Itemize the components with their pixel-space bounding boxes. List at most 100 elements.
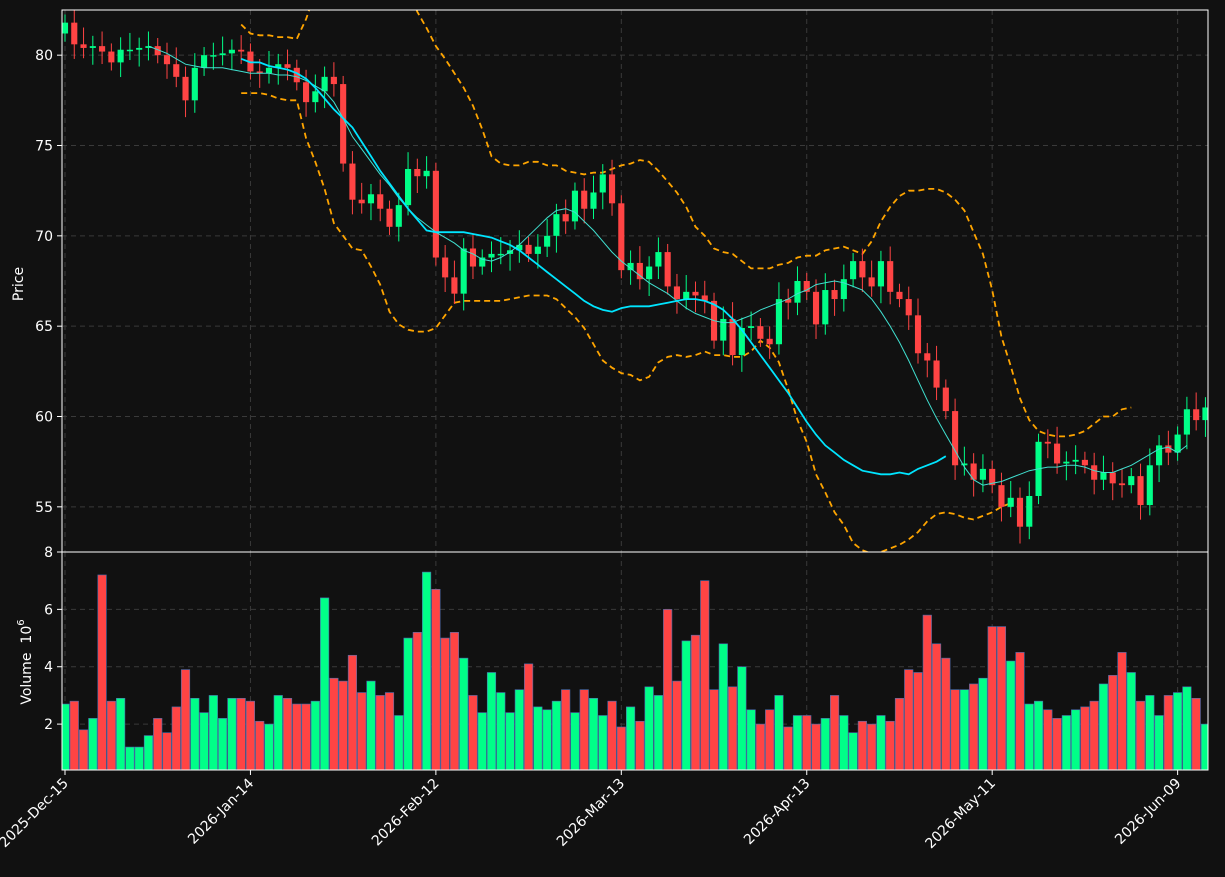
candle-body [646,266,653,280]
candle-body [924,353,931,361]
candle-body [599,174,606,193]
candle-body [312,91,319,103]
volume-bar [588,697,599,770]
volume-bar [449,632,459,770]
volume-bar [199,712,209,770]
volume-bar [468,695,478,770]
candle-body [534,246,541,254]
volume-bar [857,720,867,770]
volume-bar [969,683,979,770]
volume-bar [180,669,191,770]
volume-panel-frame [61,551,1209,771]
candle-body [275,64,282,68]
candle-body [608,174,616,204]
volume-bar [1173,692,1183,770]
candle-body [581,190,588,209]
volume-bar [264,723,274,770]
candle-body [182,76,189,101]
volume-bar [542,709,552,770]
candle-body [896,291,903,300]
volume-bar [245,700,256,770]
volume-bar [1043,709,1053,770]
candle-body [952,411,959,466]
candle-body [219,53,226,56]
candle-body [479,257,486,267]
volume-bar [338,680,348,770]
candle-body [673,286,681,300]
candle-body [812,291,820,325]
candle-body [367,194,375,204]
candle-body [1174,434,1181,453]
price-tick-label: 55 [35,500,53,516]
volume-bar [190,697,200,770]
volume-bar [755,723,765,770]
candle-body [108,51,115,63]
candle-body [1026,495,1033,527]
volume-bar [1154,715,1164,770]
volume-bar [681,640,691,770]
candle-body [757,326,764,339]
volume-bar [116,697,126,770]
candle-body [887,261,894,292]
volume-bar [561,689,571,770]
volume-bar [811,723,821,770]
volume-bar [255,720,265,770]
candle-body [451,277,458,294]
bollinger-bands [240,10,1132,552]
volume-bar [505,712,515,770]
candle-body [562,214,569,222]
candle-body [1007,497,1014,507]
volume-bar [551,700,561,770]
candle-body [386,208,393,227]
volume-bar [310,700,320,770]
candle-body [1091,465,1098,480]
candle-body [1044,441,1051,444]
volume-bar [1098,683,1109,770]
price-tick-label: 60 [35,410,53,426]
volume-tick-label: 4 [44,660,53,676]
volume-bar [885,720,895,770]
candle-body [590,192,597,209]
candle-body [201,55,208,68]
candle-body [1118,483,1126,486]
upper-band-line [240,10,1132,438]
volume-bar [1024,703,1034,770]
candle-body [358,199,365,204]
candle-body [914,315,922,354]
candle-body [766,338,773,345]
volume-bar [320,597,330,770]
volume-bar [153,718,163,770]
candle-body [469,248,477,267]
candle-body [720,318,727,341]
candle-body [126,49,133,52]
grid-layer [62,10,1208,770]
candle-body [553,214,560,236]
volume-bar [1080,706,1090,770]
volume-bar [375,695,385,770]
candle-body [377,194,384,209]
candle-body [284,64,291,68]
candle-body [136,47,143,50]
volume-bar [987,626,997,770]
candle-body [618,203,625,271]
volume-bar [394,715,404,770]
candle-body [265,67,273,74]
candle-body [62,22,69,34]
candle-body [571,190,579,222]
volume-bar [431,588,441,770]
candle-body [738,327,745,356]
candle-body [1109,472,1116,484]
candle-body [1016,497,1024,527]
candle-body [905,299,912,316]
volume-bar [1108,675,1118,770]
volume-bar [292,703,302,770]
candle-body [655,252,662,267]
volume-bar [783,726,793,770]
candle-body [868,277,875,287]
volume-bar [792,715,803,770]
candle-body [1202,407,1208,421]
candle-body [850,261,857,280]
volume-bar [403,637,413,770]
candle-body [544,235,551,247]
